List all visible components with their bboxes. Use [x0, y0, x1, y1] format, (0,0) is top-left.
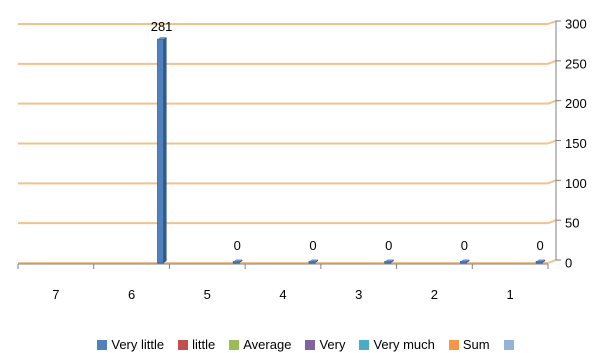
y-tick-label: 200	[565, 96, 587, 111]
x-tick-label: 7	[52, 287, 59, 302]
gridline-depth	[547, 139, 557, 145]
axes	[17, 20, 561, 269]
legend-item: Sum	[448, 336, 490, 353]
legend: Very little little Average Very Very much Sum	[0, 336, 611, 353]
legend-swatch	[503, 339, 514, 350]
bar	[535, 259, 546, 264]
gridlines	[18, 20, 557, 264]
bar-chart: 281 0 0 0 0 0 0 50 100 150 200 250 300 7 6 5 4 3 2 1	[17, 16, 587, 302]
legend-swatch	[178, 339, 189, 350]
y-tick-label: 0	[565, 255, 572, 270]
data-labels: 281 0 0 0 0 0	[151, 19, 544, 253]
gridline-depth	[547, 59, 557, 65]
bar	[460, 259, 470, 264]
x-tick-label: 6	[128, 287, 135, 302]
data-label: 0	[309, 238, 316, 253]
x-tick-label: 4	[279, 287, 286, 302]
y-tick-label: 300	[565, 16, 587, 31]
legend-label: Very little	[111, 337, 165, 352]
data-label: 281	[151, 19, 173, 34]
bars	[157, 37, 546, 264]
gridline-depth	[547, 99, 557, 105]
gridline-depth	[547, 259, 557, 264]
legend-swatch	[229, 339, 240, 350]
legend-item: little	[178, 336, 215, 353]
legend-swatch	[448, 339, 459, 350]
bar	[157, 37, 167, 264]
legend-item: Very little	[97, 336, 164, 353]
data-label: 0	[537, 238, 544, 253]
y-tick-label: 100	[565, 176, 587, 191]
bar	[308, 259, 318, 264]
y-tick-label: 150	[565, 136, 587, 151]
legend-item	[503, 336, 514, 353]
legend-label: little	[192, 337, 216, 352]
data-label: 0	[385, 238, 392, 253]
gridline-depth	[547, 179, 557, 185]
bar	[384, 259, 394, 264]
legend-swatch	[305, 339, 316, 350]
data-label: 0	[461, 238, 468, 253]
gridline-depth	[547, 20, 557, 25]
x-tick-label: 2	[431, 287, 438, 302]
y-tick-label: 50	[565, 216, 579, 231]
legend-label: Very	[319, 337, 346, 352]
legend-swatch	[97, 339, 108, 350]
legend-item: Very	[305, 336, 345, 353]
legend-label: Average	[243, 337, 292, 352]
legend-swatch	[359, 339, 370, 350]
legend-label: Sum	[462, 337, 490, 352]
y-tick-labels: 0 50 100 150 200 250 300	[565, 16, 587, 270]
y-tick-label: 250	[565, 56, 587, 71]
gridline-depth	[547, 219, 557, 225]
x-tick-label: 1	[507, 287, 514, 302]
legend-label: Very much	[373, 337, 435, 352]
x-tick-label: 3	[355, 287, 362, 302]
x-tick-label: 5	[204, 287, 211, 302]
bar	[232, 259, 243, 264]
data-label: 0	[234, 238, 241, 253]
legend-item: Very much	[359, 336, 435, 353]
x-tick-labels: 7 6 5 4 3 2 1	[52, 287, 514, 302]
legend-item: Average	[229, 336, 291, 353]
